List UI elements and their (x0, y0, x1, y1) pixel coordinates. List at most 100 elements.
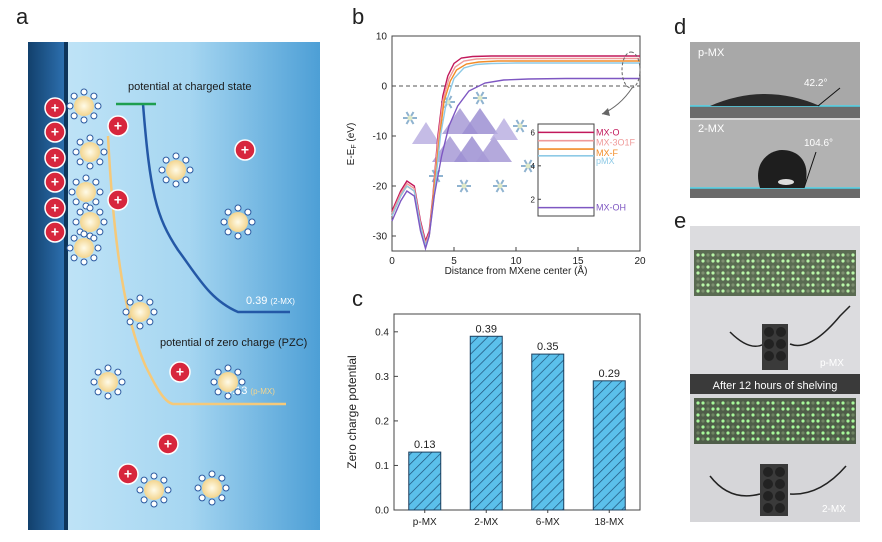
cation-icon: + (117, 463, 139, 485)
panel-letter-d: d (674, 14, 687, 39)
series-line-mx-o (391, 55, 640, 244)
surface-group-icon (521, 159, 535, 173)
inset-y-tick-label: 4 (531, 162, 536, 171)
inset-y-tick-label: 6 (531, 128, 536, 137)
y-tick-label: 0.0 (375, 506, 389, 517)
contact-angle-photo: p-MX 42.2° 2-MX 104.6° (690, 42, 860, 198)
panel-letter-b: b (352, 4, 365, 29)
series-line-mx-oh (391, 77, 640, 252)
chart-b-potential-profile: 0 5 10 15 20 10 0 -10 -20 -30 6 4 2 MX-OMX-3O1FMX-Fp… (346, 32, 646, 278)
svg-text:+: + (51, 200, 59, 216)
x-tick-label: 0 (389, 256, 395, 267)
cation-icon: + (44, 147, 66, 169)
anion-icon (220, 204, 256, 240)
led-display-drawing: p-MX After 12 hours of shelving 2-MX (690, 226, 860, 522)
anion-icon (90, 364, 126, 400)
y-tick-label: -10 (373, 132, 388, 143)
cation-icon: + (157, 433, 179, 455)
value-2mx: 0.39 (2-MX) (246, 295, 295, 307)
inset-arrowhead (602, 108, 610, 116)
caption-band (690, 374, 860, 394)
led-board-bottom (694, 398, 856, 444)
legend-label-mx-3o1f: MX-3O1F (596, 138, 636, 148)
ions-layer: + + + + + + + + + + + + (44, 88, 256, 508)
anion-icon (72, 134, 108, 170)
svg-text:+: + (124, 466, 132, 482)
cation-icon: + (234, 139, 256, 161)
bar-2-mx (469, 335, 503, 511)
svg-text:+: + (51, 150, 59, 166)
chart-c-bars: 0.13 p-MX 0.39 2-MX 0.35 6-MX 0.29 18-MX (408, 323, 626, 528)
svg-text:+: + (114, 192, 122, 208)
bar-value-label: 0.39 (476, 323, 497, 335)
legend-label-pmx: pMX (596, 156, 615, 166)
pzc-label: potential of zero charge (PZC) (160, 337, 307, 349)
svg-text:+: + (51, 224, 59, 240)
series-line-pmx (391, 62, 640, 249)
battery-stack-bottom (760, 464, 788, 516)
y-tick-label: -20 (373, 182, 388, 193)
x-tick-label: 6-MX (536, 517, 560, 528)
sample-bottom-label: 2-MX (698, 123, 725, 135)
led-display-photo: p-MX After 12 hours of shelving 2-MX (690, 226, 860, 522)
chart-b-ylabel: E-EF (eV) (346, 123, 358, 166)
cation-icon: + (44, 171, 66, 193)
anion-icon (194, 470, 230, 506)
x-tick-label: 20 (634, 256, 646, 267)
anion-icon (66, 88, 102, 124)
x-tick-label: 5 (451, 256, 457, 267)
chart-c-zero-charge-bar: 0.0 0.1 0.2 0.3 0.4 0.13 p-MX 0.39 2-MX 0.35 6-MX… (345, 313, 641, 528)
anion-icon (136, 472, 172, 508)
svg-text:+: + (241, 142, 249, 158)
anion-icon (122, 294, 158, 330)
chart-b-ticks: 0 5 10 15 20 10 0 -10 -20 -30 (373, 32, 646, 268)
y-tick-label: -30 (373, 232, 388, 243)
shelving-caption: After 12 hours of shelving (713, 380, 838, 392)
wire-bottom (709, 465, 847, 497)
droplet-pmx (710, 94, 820, 106)
legend-label-mx-f: MX-F (596, 148, 618, 158)
svg-text:+: + (51, 174, 59, 190)
cation-icon: + (44, 97, 66, 119)
tag-top: p-MX (820, 358, 844, 369)
bar-value-label: 0.35 (537, 341, 558, 353)
bar-value-label: 0.13 (414, 439, 435, 451)
y-tick-label: 10 (376, 32, 388, 43)
anion-icon (158, 152, 194, 188)
cation-icon: + (169, 361, 191, 383)
panel-a-schematic: potential at charged state potential of … (28, 42, 320, 530)
series-line-mx-3o1f (391, 57, 640, 246)
svg-text:+: + (51, 124, 59, 140)
anion-icon (210, 364, 246, 400)
bar-p-mx (408, 451, 442, 511)
droplet-2mx (758, 150, 807, 188)
anion-icon (72, 204, 108, 240)
tangent-bottom (803, 151, 817, 189)
chart-c-ylabel: Zero charge potential (345, 355, 359, 468)
panel-letter-e: e (674, 208, 687, 233)
chart-b-series (391, 55, 640, 252)
chart-b-xlabel: Distance from MXene center (Å) (445, 264, 588, 277)
cation-icon: + (107, 189, 129, 211)
svg-text:+: + (176, 364, 184, 380)
curve-2mx-potential (141, 103, 290, 314)
sample-top-label: p-MX (698, 47, 725, 59)
legend-label-mx-o: MX-O (596, 127, 620, 137)
panel-letter-c: c (352, 286, 363, 311)
y-tick-label: 0.4 (375, 327, 389, 338)
tangent-top (817, 87, 841, 107)
tag-bottom: 2-MX (822, 504, 846, 515)
x-tick-label: 18-MX (595, 517, 625, 528)
bar-value-label: 0.29 (599, 368, 620, 380)
anion-icon (68, 174, 104, 210)
angle-top-label: 42.2° (804, 78, 827, 89)
contact-angle-drawing: p-MX 42.2° 2-MX 104.6° (690, 42, 860, 198)
bar-18-mx (592, 380, 626, 511)
highlight-ellipse (621, 51, 641, 89)
svg-text:+: + (114, 118, 122, 134)
inset-frame (537, 123, 595, 217)
bar-6-mx (531, 353, 565, 511)
cation-icon: + (107, 115, 129, 137)
anion-icon (66, 230, 102, 266)
